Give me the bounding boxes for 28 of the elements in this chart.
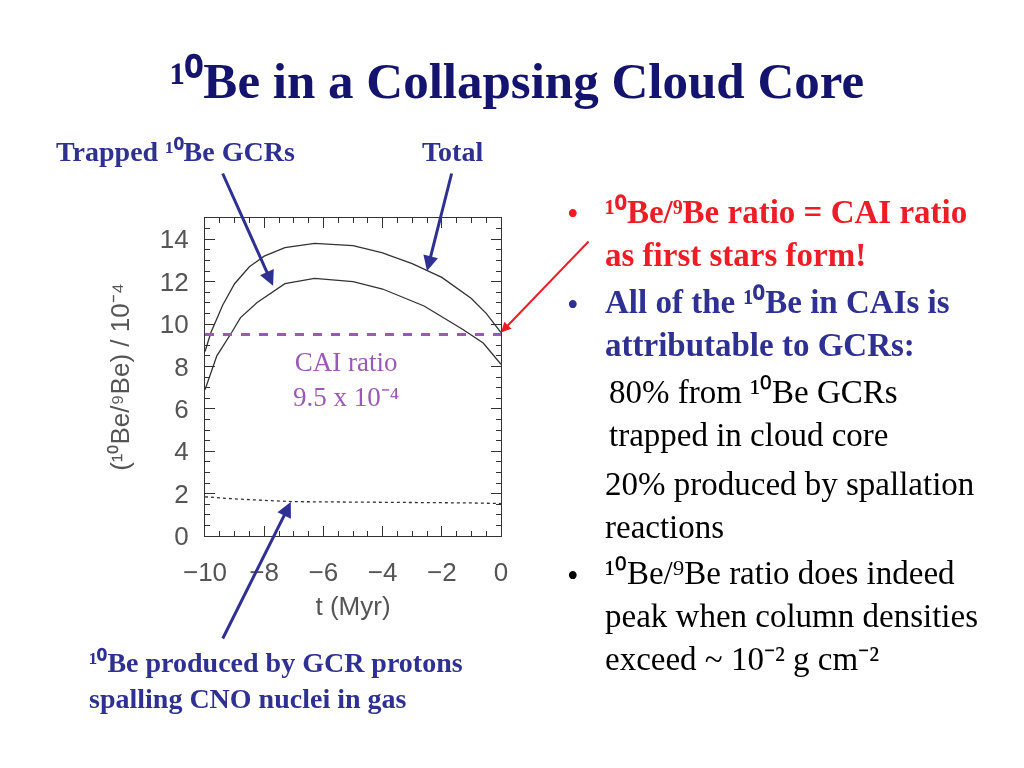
y-axis-title: (¹⁰Be/⁹Be) / 10⁻⁴ [105,283,136,471]
y-tick-label: 6 [174,393,189,424]
y-tick-label: 4 [174,436,189,467]
x-axis-title: t (Myr) [315,591,391,621]
ref-line-label: CAI ratio 9.5 x 10⁻⁴ [293,347,400,413]
annotation: ¹⁰Be produced by GCR protons spalling CNO nuclei in gas [89,647,463,715]
text: 20% produced by spallation reactions [605,466,975,545]
chart-title: ¹⁰Be in a Collapsing Cloud Core [170,52,865,109]
x-tick-label: −4 [367,557,398,588]
x-tick-label: 0 [493,557,509,588]
annotation: Trapped ¹⁰Be GCRs [56,136,295,167]
text: • [567,558,579,594]
x-tick-label: −6 [308,557,339,588]
y-tick-label: 8 [174,351,189,382]
y-tick-label: 2 [174,478,189,509]
y-tick-label: 0 [174,521,189,552]
y-tick-label: 12 [159,266,189,297]
annotation: ¹⁰Be/⁹Be ratio = CAI ratio as first stars form! [605,194,968,273]
text: • [567,287,579,323]
text: 80% from ¹⁰Be GCRs trapped in cloud core [609,374,898,453]
text: All of the ¹⁰Be in CAIs is attributable to GCRs: [605,284,950,363]
y-tick-label: 14 [159,224,189,255]
y-tick-label: 10 [159,309,189,340]
x-tick-label: −10 [182,557,228,588]
annotation: Total [422,136,484,167]
text: ¹⁰Be/⁹Be ratio does indeed peak when column densities exceed ~ 10⁻² g cm⁻² [605,555,978,677]
x-tick-label: −2 [426,557,457,588]
text: • [567,196,579,232]
